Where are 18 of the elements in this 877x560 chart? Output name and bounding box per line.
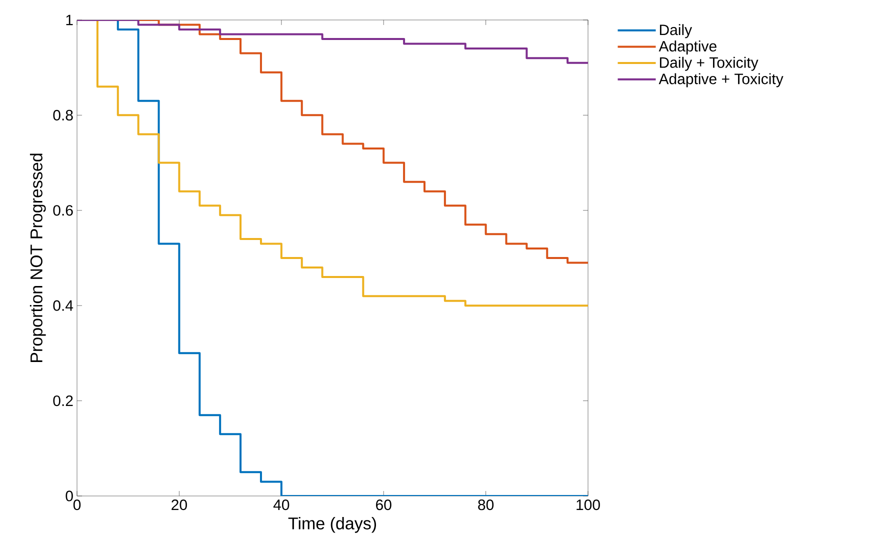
- x-tick-label: 40: [273, 500, 290, 510]
- y-tick-label: 0: [66, 490, 73, 502]
- legend-label: Daily: [660, 24, 692, 38]
- y-axis-title: Proportion NOT Progressed: [30, 154, 46, 362]
- x-tick-label: 0: [73, 500, 81, 510]
- legend-label: Daily + Toxicity: [660, 56, 758, 71]
- x-tick-label: 100: [576, 500, 600, 510]
- y-tick-label: 1: [66, 14, 73, 26]
- legend-label: Adaptive + Toxicity: [658, 73, 784, 88]
- legend-label: Adaptive: [658, 40, 716, 54]
- x-axis-title: Time (days): [288, 516, 376, 533]
- x-tick-label: 20: [172, 500, 187, 510]
- y-tick-label: 0.2: [53, 395, 73, 406]
- x-tick-label: 80: [478, 500, 494, 510]
- x-tick-label: 60: [376, 500, 392, 510]
- y-tick-label: 0.4: [53, 300, 74, 311]
- y-tick-label: 0.6: [53, 205, 73, 216]
- y-tick-label: 0.8: [53, 110, 73, 120]
